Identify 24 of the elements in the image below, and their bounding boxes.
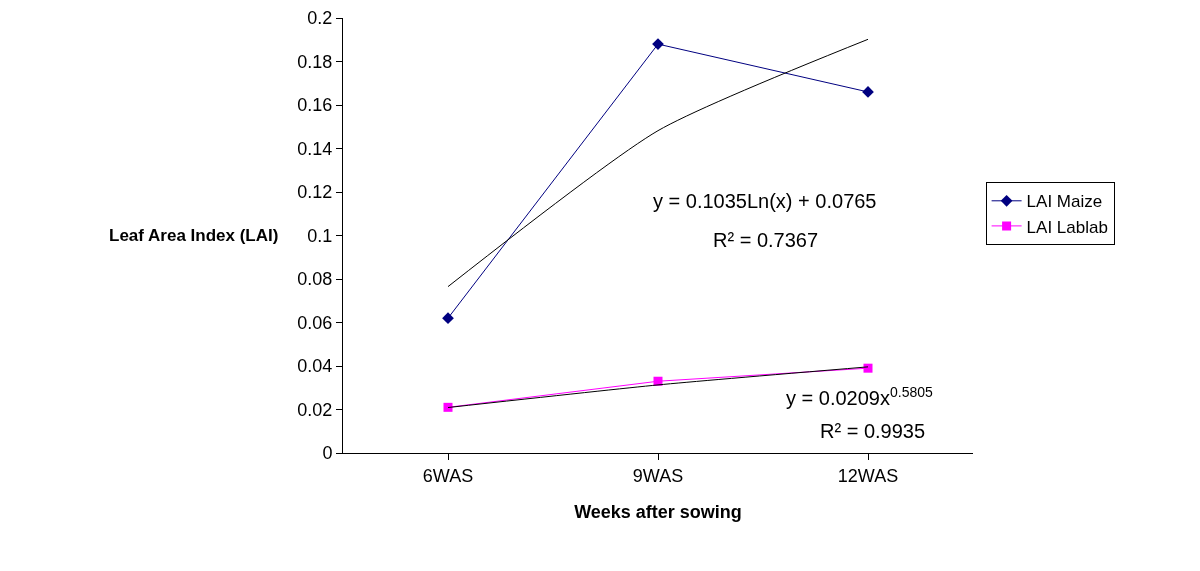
annotation: R² = 0.9935 [820, 420, 926, 442]
y-tick-label: 0.08 [297, 269, 333, 290]
y-axis-title: Leaf Area Index (LAI) [109, 226, 279, 245]
y-tick-label: 0.04 [297, 356, 333, 377]
y-tick-label: 0.14 [297, 138, 333, 159]
legend-label: LAI Maize [1026, 192, 1103, 212]
y-tick-label: 0.1 [307, 225, 333, 246]
point [443, 402, 453, 412]
x-tick-label: 12WAS [837, 465, 899, 486]
y-tick-label: 0.02 [297, 399, 333, 420]
y-tick-label: 0.18 [297, 51, 333, 72]
x-axis-title: Weeks after sowing [574, 501, 742, 522]
annotation: R² = 0.7367 [713, 229, 819, 251]
legend-label: LAI Lablab [1026, 217, 1108, 237]
annotation: y = 0.0209x$^{0.5805}$ [786, 384, 933, 410]
y-tick-label: 0.16 [297, 95, 333, 116]
y-tick-label: 0 [322, 443, 333, 464]
y-tick-label: 0.06 [297, 312, 333, 333]
x-tick-label: 9WAS [632, 465, 684, 486]
x-tick-label: 6WAS [422, 465, 474, 486]
y-tick-label: 0.2 [307, 8, 333, 29]
point [863, 363, 873, 373]
annotation: y = 0.1035Ln(x) + 0.0765 [653, 190, 877, 212]
y-tick-label: 0.12 [297, 182, 333, 203]
